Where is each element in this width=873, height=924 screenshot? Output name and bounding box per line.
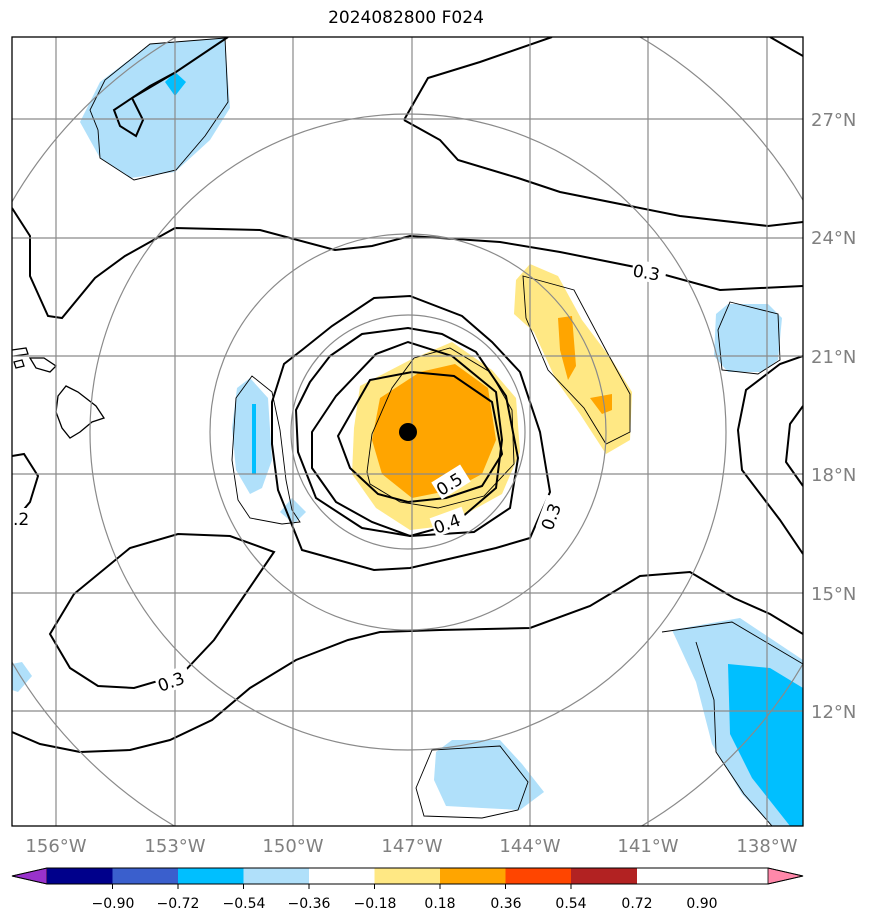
colorbar-segment: [178, 868, 244, 884]
colorbar-extend-high: [767, 867, 804, 885]
y-axis-tick-labels: 27°N 24°N 21°N 18°N 15°N 12°N: [811, 110, 856, 723]
storm-center-marker: [399, 423, 417, 441]
colorbar-segment: [440, 868, 506, 884]
shading-se-deepblue: [728, 664, 803, 826]
contour-label: 0.3: [631, 261, 661, 285]
shading-east-blue: [714, 304, 782, 372]
x-tick-label: 156°W: [25, 836, 86, 857]
colorbar-tick-label: 0.90: [686, 896, 717, 912]
shading-ne-orange-1: [558, 316, 576, 380]
x-tick-label: 141°W: [617, 836, 678, 857]
colorbar-segment: [243, 868, 310, 884]
colorbar-segment: [309, 868, 375, 884]
x-tick-label: 150°W: [262, 836, 323, 857]
contour-label: .2: [13, 510, 29, 530]
colorbar-tick-label: 0.54: [555, 896, 586, 912]
shading-center-orange: [372, 364, 496, 498]
y-tick-label: 24°N: [811, 228, 856, 249]
anomaly-boundary-lines: [89, 37, 803, 826]
colorbar-outline: [11, 867, 804, 885]
colorbar-tick-label: 0.18: [424, 896, 455, 912]
x-axis-tick-labels: 156°W 153°W 150°W 147°W 144°W 141°W 138°…: [25, 836, 797, 857]
colorbar-tick-label: −0.18: [354, 896, 397, 912]
y-tick-label: 27°N: [811, 110, 856, 131]
colorbar-segment: [47, 868, 113, 884]
colorbar: −0.90 −0.72 −0.54 −0.36 −0.18 0.18 0.36 …: [11, 867, 804, 912]
colorbar-segment: [112, 868, 179, 884]
y-tick-label: 21°N: [811, 347, 856, 368]
colorbar-tick-label: −0.36: [288, 896, 331, 912]
shading-west-deepblue: [252, 404, 256, 474]
y-tick-label: 12°N: [811, 702, 856, 723]
x-tick-label: 138°W: [736, 836, 797, 857]
map-title: 2024082800 F024: [328, 8, 484, 28]
y-tick-label: 15°N: [811, 584, 856, 605]
colorbar-segment: [571, 868, 637, 884]
colorbar-tick-label: 0.36: [490, 896, 521, 912]
colorbar-segment: [374, 868, 441, 884]
x-tick-label: 147°W: [381, 836, 442, 857]
y-tick-label: 18°N: [811, 465, 856, 486]
colorbar-tick-label: −0.90: [92, 896, 135, 912]
coastline-hawaii: [12, 347, 106, 439]
shading-south-blue: [434, 740, 544, 810]
shading-ne-orange-2: [590, 394, 612, 414]
colorbar-extend-low: [11, 867, 48, 885]
x-tick-label: 153°W: [144, 836, 205, 857]
colorbar-tick-label: −0.72: [157, 896, 200, 912]
colorbar-segment: [505, 868, 572, 884]
colorbar-segments: [47, 868, 637, 884]
colorbar-tick-label: 0.72: [621, 896, 652, 912]
shading-west-edge-blue: [12, 662, 32, 692]
gridlines: [12, 37, 803, 826]
colorbar-tick-labels: −0.90 −0.72 −0.54 −0.36 −0.18 0.18 0.36 …: [92, 896, 718, 912]
axes-frame: [11, 36, 804, 827]
positive-anomaly-shading: [352, 264, 632, 530]
x-tick-label: 144°W: [499, 836, 560, 857]
projection-circles: [12, 37, 803, 826]
colorbar-ticks: [112, 884, 572, 889]
colorbar-tick-label: −0.54: [223, 896, 266, 912]
shading-nw-blue: [80, 38, 230, 178]
